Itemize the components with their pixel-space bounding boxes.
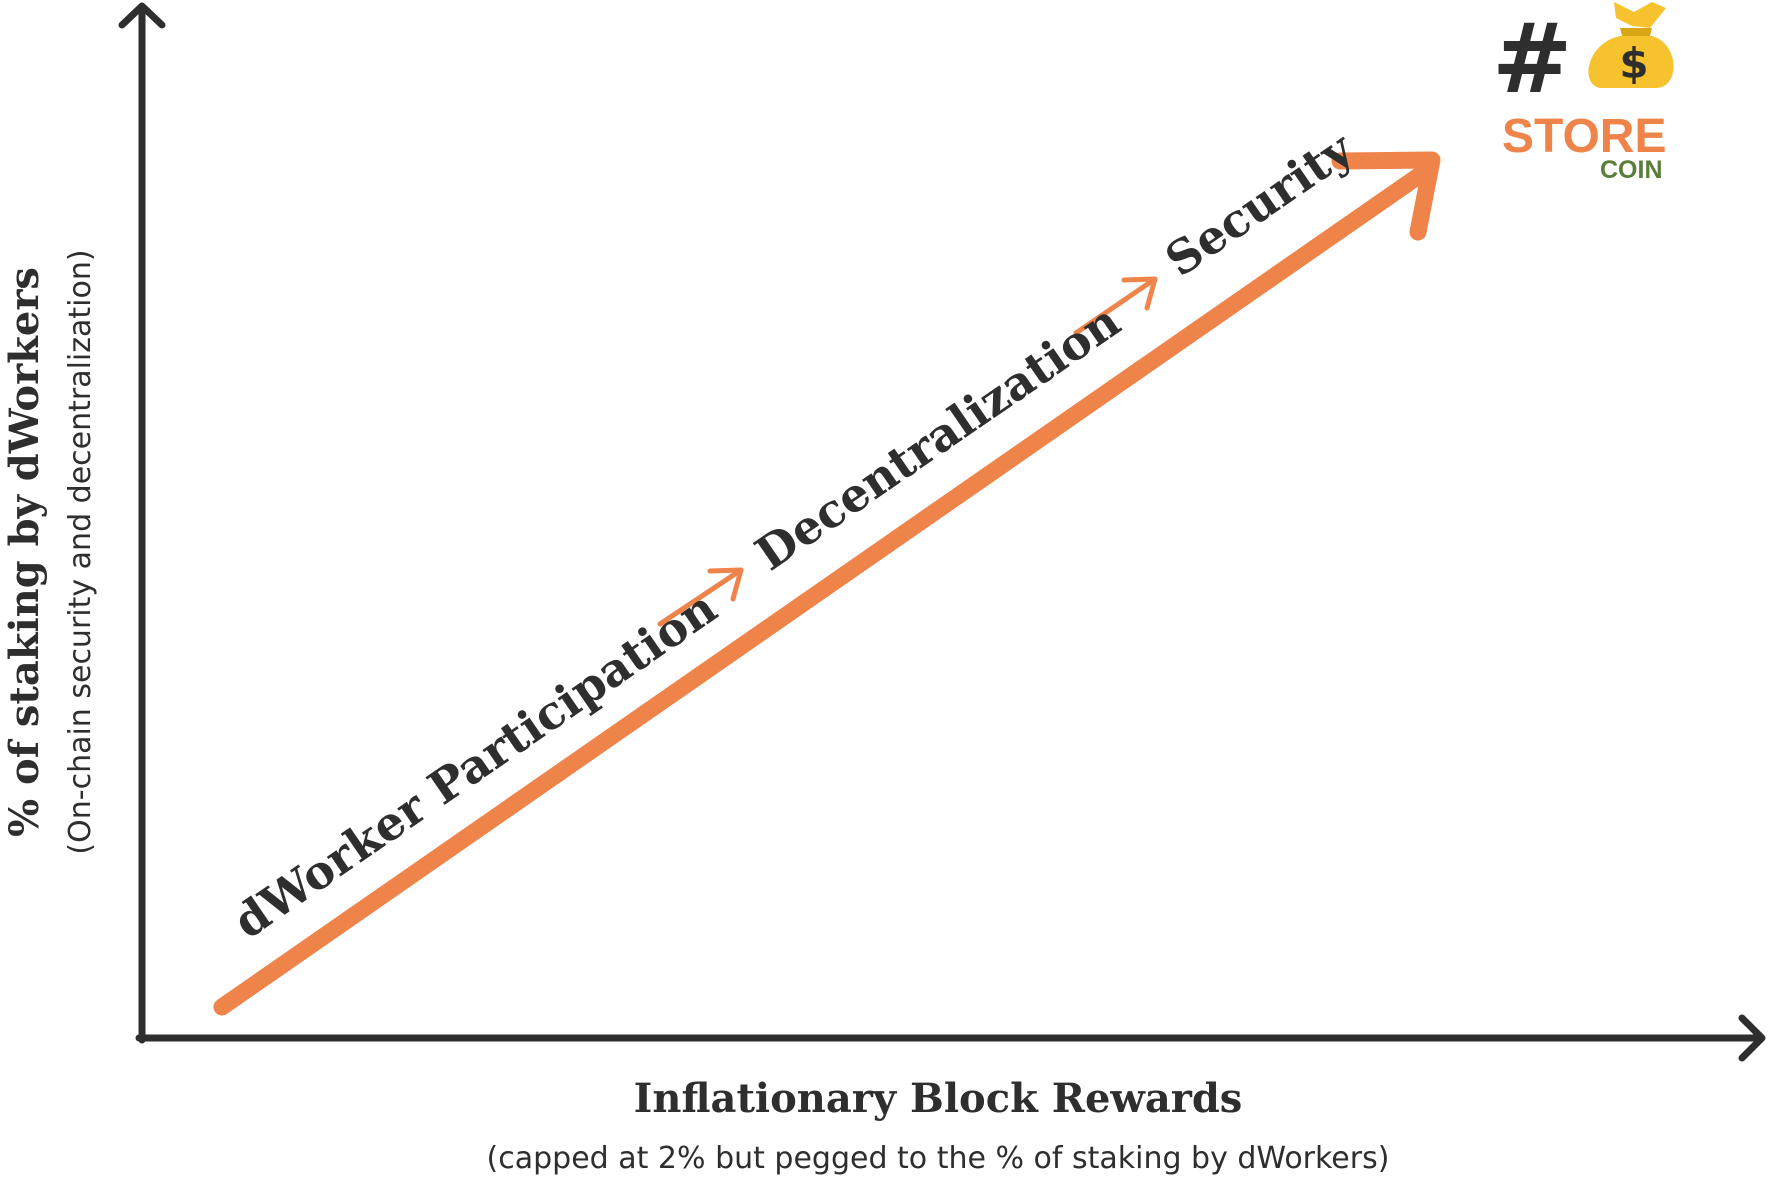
storecoin-logo: # $ STORE COIN	[1492, 2, 1674, 184]
growth-arrow	[213, 151, 1441, 1016]
stage-label-participation: dWorker Participation	[224, 580, 727, 949]
money-bag-icon: $	[1588, 2, 1674, 88]
logo-hash: #	[1492, 3, 1572, 115]
stage-label-decentralization: Decentralization	[746, 294, 1130, 581]
step-arrow-1	[657, 567, 744, 627]
x-axis-subtitle: (capped at 2% but pegged to the % of sta…	[487, 1141, 1390, 1176]
logo-dollar: $	[1619, 39, 1648, 88]
x-axis	[135, 1014, 1766, 1062]
y-axis-subtitle: (On-chain security and decentralization)	[63, 249, 98, 854]
y-axis	[118, 2, 166, 1044]
y-axis-title: % of staking by dWorkers	[1, 267, 48, 837]
x-axis-title: Inflationary Block Rewards	[634, 1075, 1243, 1122]
logo-store-word: STORE	[1502, 110, 1666, 163]
logo-coin-word: COIN	[1600, 156, 1663, 184]
stage-label-security: Security	[1156, 121, 1364, 287]
step-arrow-2	[1073, 276, 1158, 336]
